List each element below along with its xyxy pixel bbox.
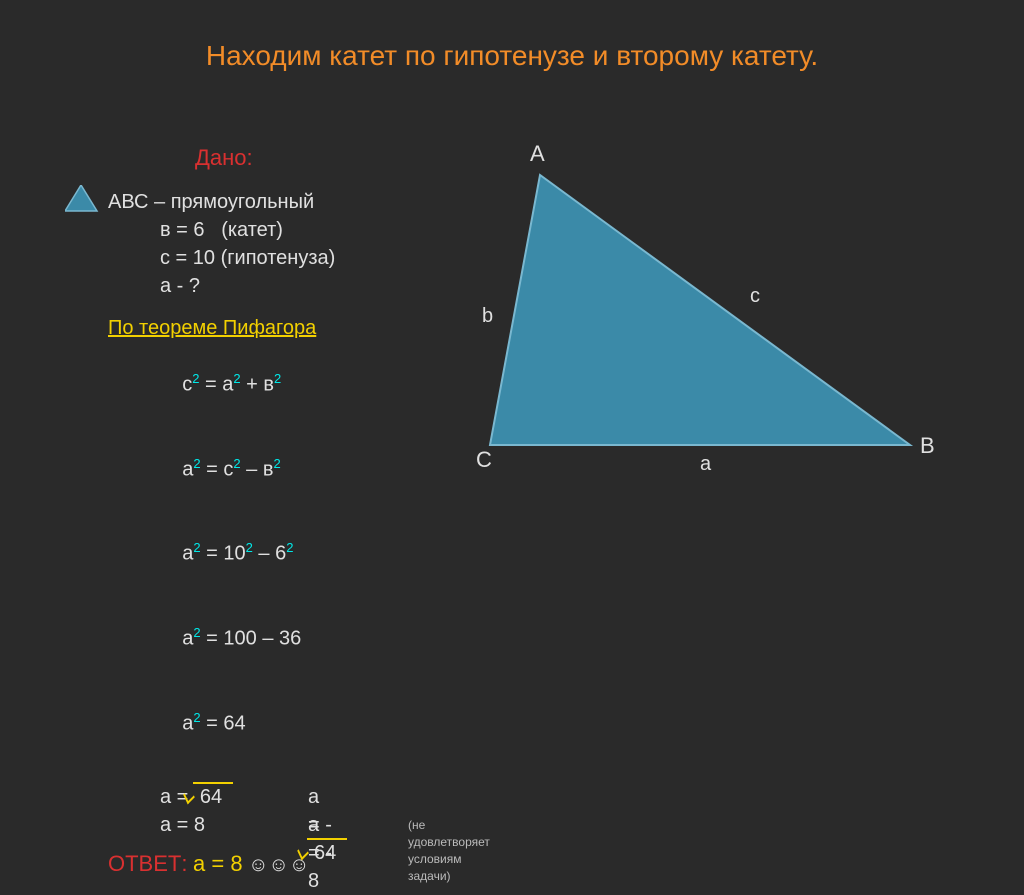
root-neg-2: а = - 8 (308, 811, 335, 895)
eq-5: а2 = 64 (108, 681, 335, 766)
big-triangle-figure: A B C b c a (470, 155, 940, 470)
eq-3: а2 = 102 – 62 (108, 511, 335, 596)
given-line-2: в = 6 (катет) (108, 216, 335, 244)
answer-label: ОТВЕТ: (108, 851, 187, 876)
given-line-3: с = 10 (гипотенуза) (108, 244, 335, 272)
given-line-1: АВС – прямоугольный (108, 188, 335, 216)
edge-a-label: a (700, 453, 711, 476)
answer-value: а = 8 (193, 851, 243, 876)
vertex-A-label: A (530, 141, 545, 167)
slide-title: Находим катет по гипотенузе и второму ка… (0, 0, 1024, 72)
vertex-C-label: C (476, 447, 492, 473)
edge-c-label: c (750, 285, 760, 308)
given-line-4: а - ? (108, 272, 335, 300)
eq-4: а2 = 100 – 36 (108, 596, 335, 681)
given-label: Дано: (195, 145, 253, 171)
root-pos-2: а = 8 (160, 811, 205, 839)
edge-b-label: b (482, 305, 493, 328)
reject-note: (не удовлетворяет условиям задачи) (408, 817, 490, 884)
small-triangle-icon (65, 185, 99, 213)
theorem-label: По теореме Пифагора (108, 314, 316, 342)
solution-block: АВС – прямоугольный в = 6 (катет) с = 10… (108, 188, 335, 880)
root-pos-1: а = 64 (160, 783, 222, 811)
eq-1: с2 = а2 + в2 (108, 342, 335, 427)
vertex-B-label: B (920, 433, 935, 459)
eq-2: а2 = с2 – в2 (108, 427, 335, 512)
